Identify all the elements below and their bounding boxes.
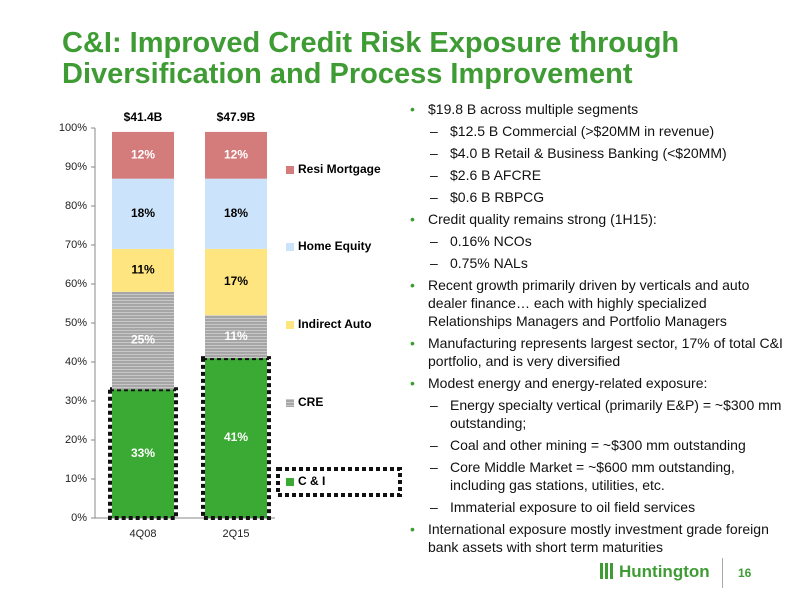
bullet-text: $19.8 B across multiple segments bbox=[428, 101, 639, 117]
y-tick-label: 10% bbox=[65, 473, 87, 485]
legend-swatch bbox=[286, 243, 294, 251]
sub-bullet: Energy specialty vertical (primarily E&P… bbox=[428, 396, 790, 432]
bullet: International exposure mostly investment… bbox=[410, 520, 790, 556]
bullet-text: Manufacturing represents largest sector,… bbox=[428, 335, 783, 369]
separator bbox=[722, 558, 723, 588]
legend-swatch bbox=[286, 166, 294, 174]
bar-segment bbox=[205, 131, 267, 179]
sub-bullet: Core Middle Market = ~$600 mm outstandin… bbox=[428, 458, 790, 494]
bullet-list: $19.8 B across multiple segments $12.5 B … bbox=[410, 100, 790, 560]
data-label: 17% bbox=[224, 274, 248, 288]
legend-label: Indirect Auto bbox=[298, 317, 372, 331]
sub-bullet: 0.16% NCOs bbox=[428, 232, 790, 250]
bullet-text: Credit quality remains strong (1H15): bbox=[428, 211, 657, 227]
bullet-text: Recent growth primarily driven by vertic… bbox=[428, 277, 750, 329]
bullet-text: Modest energy and energy-related exposur… bbox=[428, 375, 708, 391]
data-label: 25% bbox=[131, 333, 155, 347]
bar-segment bbox=[112, 389, 174, 518]
data-label: 18% bbox=[131, 206, 155, 220]
y-tick-label: 50% bbox=[65, 317, 87, 329]
slide-title: C&I: Improved Credit Risk Exposure throu… bbox=[62, 28, 679, 90]
legend-swatch bbox=[286, 399, 294, 407]
bar-segment bbox=[205, 315, 267, 359]
y-tick-label: 20% bbox=[65, 434, 87, 446]
data-label: 12% bbox=[131, 147, 155, 161]
bullet: Recent growth primarily driven by vertic… bbox=[410, 276, 790, 330]
y-tick-label: 70% bbox=[65, 239, 87, 251]
bar-segment bbox=[205, 358, 267, 518]
bar-total: $47.9B bbox=[217, 110, 256, 124]
title-line: Diversification and Process Improvement bbox=[62, 58, 633, 90]
bar-segment bbox=[112, 178, 174, 249]
legend-highlight bbox=[276, 467, 402, 497]
bullet-text: International exposure mostly investment… bbox=[428, 521, 769, 555]
bar-segment bbox=[112, 248, 174, 292]
highlight-box bbox=[201, 356, 271, 520]
data-label: 12% bbox=[224, 147, 248, 161]
bullet: $19.8 B across multiple segments $12.5 B … bbox=[410, 100, 790, 206]
sub-bullet: $4.0 B Retail & Business Banking (<$20MM… bbox=[428, 144, 790, 162]
legend-label: Resi Mortgage bbox=[298, 162, 381, 176]
y-tick-label: 80% bbox=[65, 200, 87, 212]
bar-segment bbox=[112, 291, 174, 390]
sub-bullet: $2.6 B AFCRE bbox=[428, 166, 790, 184]
logo: Huntington bbox=[600, 562, 710, 582]
legend-swatch bbox=[286, 321, 294, 329]
sub-list: $12.5 B Commercial (>$20MM in revenue) $4… bbox=[428, 122, 790, 206]
legend-swatch bbox=[286, 478, 294, 486]
bullet: Credit quality remains strong (1H15): 0.1… bbox=[410, 210, 790, 272]
sub-bullet: $0.6 B RBPCG bbox=[428, 188, 790, 206]
sub-list: 0.16% NCOs 0.75% NALs bbox=[428, 232, 790, 272]
highlight-box bbox=[108, 387, 178, 520]
bar-segment bbox=[112, 131, 174, 179]
y-tick-label: 40% bbox=[65, 356, 87, 368]
data-label: 33% bbox=[131, 446, 155, 460]
data-label: 11% bbox=[224, 329, 248, 343]
bar-total: $41.4B bbox=[124, 110, 163, 124]
legend-label: CRE bbox=[298, 395, 323, 409]
y-tick-label: 30% bbox=[65, 395, 87, 407]
legend-label: C & I bbox=[298, 474, 325, 488]
y-tick-label: 100% bbox=[59, 122, 87, 134]
data-label: 41% bbox=[224, 430, 248, 444]
y-tick-label: 90% bbox=[65, 161, 87, 173]
bullet: Manufacturing represents largest sector,… bbox=[410, 334, 790, 370]
legend-label: Home Equity bbox=[298, 239, 372, 253]
sub-list: Energy specialty vertical (primarily E&P… bbox=[428, 396, 790, 516]
data-label: 11% bbox=[131, 263, 155, 277]
data-label: 18% bbox=[224, 206, 248, 220]
y-tick-label: 60% bbox=[65, 278, 87, 290]
sub-bullet: Coal and other mining = ~$300 mm outstan… bbox=[428, 436, 790, 454]
y-tick-label: 0% bbox=[71, 512, 87, 524]
sub-bullet: 0.75% NALs bbox=[428, 254, 790, 272]
sub-bullet: $12.5 B Commercial (>$20MM in revenue) bbox=[428, 122, 790, 140]
title-line: C&I: Improved Credit Risk Exposure throu… bbox=[62, 27, 680, 59]
bar-segment bbox=[205, 248, 267, 316]
x-tick-label: 2Q15 bbox=[223, 528, 250, 540]
bullet: Modest energy and energy-related exposur… bbox=[410, 374, 790, 516]
sub-bullet: Immaterial exposure to oil field service… bbox=[428, 498, 790, 516]
x-tick-label: 4Q08 bbox=[130, 528, 157, 540]
page-number: 16 bbox=[738, 566, 752, 580]
bar-segment bbox=[205, 178, 267, 249]
